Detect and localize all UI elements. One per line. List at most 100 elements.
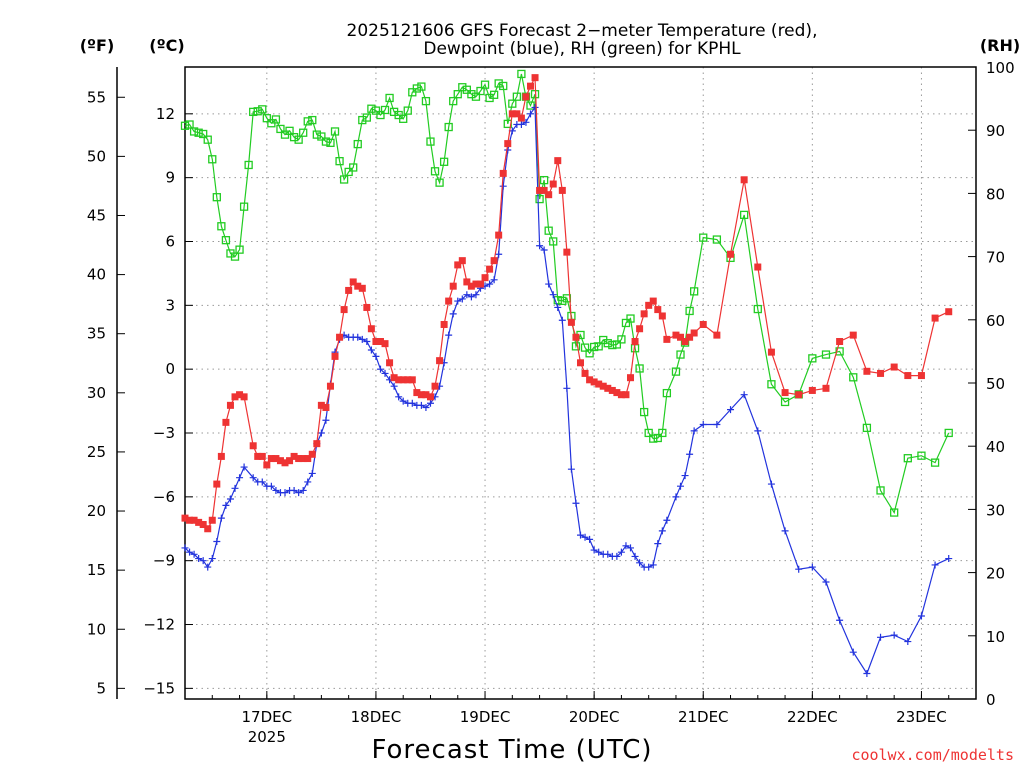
temperature-point: [567, 318, 575, 326]
rh-point: [508, 99, 517, 108]
temperature-point: [504, 140, 512, 148]
temperature-point: [645, 301, 653, 309]
rh-point: [344, 167, 353, 177]
fahrenheit-tick-label: 25: [87, 443, 106, 461]
temperature-point: [740, 176, 748, 184]
temperature-point: [581, 369, 589, 377]
rh-point: [539, 175, 549, 185]
dewpoint-point: [486, 280, 494, 288]
temperature-point: [426, 393, 434, 401]
temperature-point: [681, 338, 689, 346]
temperature-point: [249, 442, 257, 450]
temperature-point: [917, 372, 925, 380]
rh-point: [253, 107, 262, 116]
dewpoint-point: [586, 535, 594, 543]
temperature-point: [890, 363, 898, 371]
temperature-point: [399, 376, 407, 384]
x-tick-sublabel: 2025: [248, 728, 286, 746]
dewpoint-point: [699, 420, 707, 428]
temperature-point: [322, 403, 330, 411]
rh-point: [185, 120, 194, 129]
dewpoint-point: [917, 612, 925, 620]
temperature-point: [686, 333, 694, 341]
x-axis-label: Forecast Time (UTC): [371, 735, 652, 765]
temperature-point: [208, 516, 216, 524]
temperature-point: [236, 391, 244, 399]
rh-point: [549, 237, 558, 246]
rh-point: [685, 306, 694, 316]
temperature-point: [672, 331, 680, 339]
rh-line: [184, 73, 950, 515]
series-temperature: [181, 74, 953, 533]
temperature-point: [254, 452, 262, 460]
dewpoint-point: [372, 352, 380, 360]
temperature-point: [836, 338, 844, 346]
rh-point: [489, 90, 499, 99]
celsius-tick-label: 3: [165, 296, 175, 314]
dewpoint-point: [890, 631, 898, 639]
rh-point: [299, 128, 308, 137]
temperature-point: [590, 378, 598, 386]
dewpoint-point: [231, 484, 239, 492]
rh-tick-label: 80: [986, 185, 1005, 203]
temperature-point: [472, 280, 480, 288]
rh-point: [603, 339, 612, 348]
temperature-point: [631, 338, 639, 346]
temperature-point: [440, 320, 448, 328]
dewpoint-point: [681, 472, 689, 480]
rh-point: [467, 90, 476, 99]
rh-tick-label: 70: [986, 249, 1005, 267]
dewpoint-point: [727, 406, 735, 414]
temperature-point: [658, 312, 666, 320]
rh-point: [767, 380, 776, 389]
watermark: coolwx.com/modelts: [851, 746, 1014, 764]
temperature-point: [499, 169, 507, 177]
dewpoint-point: [654, 540, 662, 548]
rh-point: [849, 373, 858, 382]
dewpoint-point: [658, 527, 666, 535]
dewpoint-point: [526, 110, 534, 118]
rh-point: [317, 132, 326, 141]
dewpoint-point: [767, 480, 775, 488]
temperature-point: [445, 297, 453, 305]
rh-point: [676, 350, 685, 359]
rh-point: [862, 423, 872, 433]
temperature-point: [204, 525, 212, 533]
dewpoint-point: [499, 182, 507, 190]
rh-point: [358, 115, 367, 125]
temperature-point: [577, 359, 584, 367]
temperature-point: [217, 452, 225, 460]
dewpoint-point: [495, 250, 503, 258]
temperature-point: [690, 329, 698, 337]
celsius-tick-label: 0: [165, 360, 175, 378]
temperature-point: [272, 455, 280, 463]
rh-point: [399, 114, 408, 123]
temperature-point: [663, 335, 671, 343]
dewpoint-point: [572, 499, 580, 507]
temperature-point: [467, 282, 475, 290]
rh-point: [294, 135, 303, 144]
series-rh: [180, 69, 953, 517]
temperature-point: [226, 401, 234, 409]
temperature-point: [308, 450, 316, 458]
temperature-point: [422, 391, 430, 399]
rh-point: [194, 128, 203, 137]
rh-point: [444, 122, 453, 132]
temperature-point: [767, 348, 775, 356]
temperature-point: [222, 418, 230, 426]
fahrenheit-tick-label: 55: [87, 88, 106, 106]
dewpoint-point: [299, 486, 307, 494]
temperature-point: [281, 459, 289, 467]
rh-point: [426, 137, 435, 146]
temperature-point: [849, 331, 857, 339]
dewpoint-point: [445, 331, 453, 339]
dewpoint-point: [304, 478, 312, 486]
temperature-point: [386, 359, 394, 367]
temperature-point: [627, 374, 635, 382]
dewpoint-point: [636, 559, 644, 567]
dewpoint-point: [454, 297, 462, 305]
temperature-point: [363, 303, 371, 311]
temperature-point: [190, 516, 198, 524]
